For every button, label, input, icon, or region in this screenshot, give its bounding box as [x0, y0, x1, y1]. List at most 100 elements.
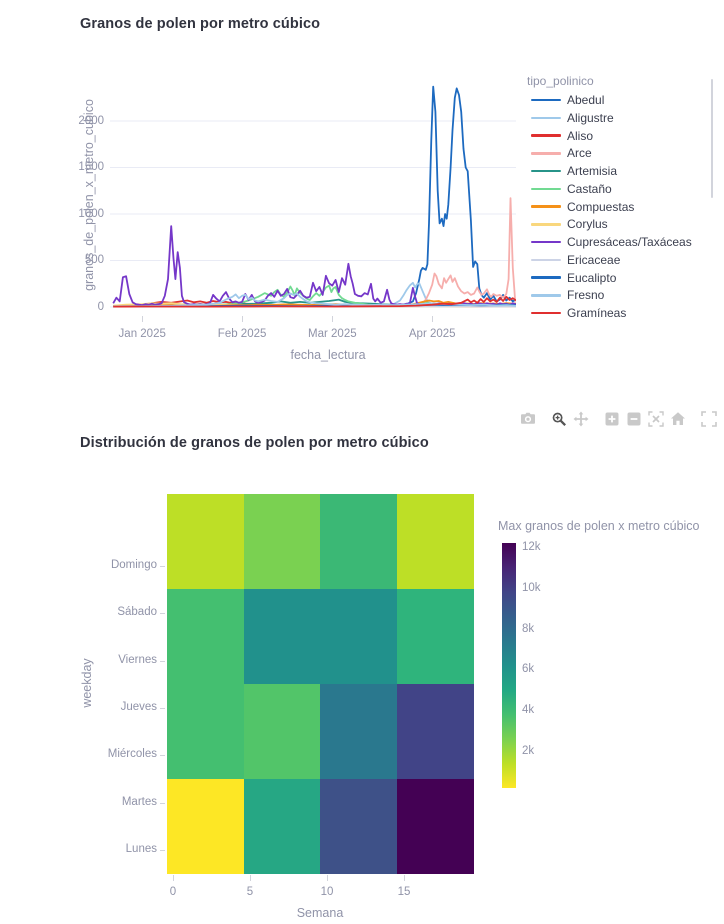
series-line-Cupresáceas/Taxáceas [112, 225, 516, 307]
chart1-x-tick-mark [332, 316, 334, 322]
chart2-x-tick-label: 0 [169, 886, 177, 898]
legend-swatch-Castaño [531, 187, 561, 190]
chart2-y-tick-mark [160, 707, 165, 709]
home-icon [671, 412, 685, 425]
legend-item-Arce[interactable]: Arce [527, 145, 592, 161]
legend-swatch-Compuestas [531, 205, 561, 208]
legend-label: Corylus [567, 217, 608, 232]
chart2-y-tick-mark [160, 755, 165, 757]
heatmap-cell-r1c2[interactable] [320, 589, 397, 684]
legend-scrollbar[interactable] [711, 79, 713, 198]
heatmap-cell-r2c0[interactable] [167, 684, 244, 779]
legend-label: Eucalipto [567, 270, 617, 285]
legend-item-Fresno[interactable]: Fresno [527, 287, 604, 303]
legend-label: Aligustre [567, 110, 614, 125]
chart2-y-tick-label: Lunes [125, 842, 157, 855]
chart2-y-tick-mark [160, 613, 165, 615]
chart2-y-tick-mark [160, 849, 165, 851]
heatmap-cell-r3c1[interactable] [243, 779, 321, 874]
legend-item-Compuestas[interactable]: Compuestas [527, 199, 634, 215]
legend-item-Castaño[interactable]: Castaño [527, 181, 612, 197]
modebar-zoom-in-button[interactable] [604, 411, 620, 427]
chart2-title: Distribución de granos de polen por metr… [80, 435, 429, 451]
heatmap-cell-r2c2[interactable] [320, 684, 397, 779]
chart2-y-axis-title: weekday [80, 658, 94, 708]
chart1-x-tick-mark [142, 316, 144, 322]
legend-item-Ericaceae[interactable]: Ericaceae [527, 252, 620, 268]
legend-label: Abedul [567, 93, 605, 107]
heatmap-cell-r1c0[interactable] [167, 589, 244, 684]
heatmap-plot-area[interactable] [167, 494, 474, 874]
legend-swatch-Corylus [531, 223, 561, 226]
autoscale-icon [648, 411, 664, 427]
legend-item-Artemisia[interactable]: Artemisia [527, 163, 617, 179]
modebar-camera-button[interactable] [520, 411, 536, 427]
legend-item-Corylus[interactable]: Corylus [527, 216, 608, 232]
legend-item-Abedul[interactable]: Abedul [527, 92, 604, 108]
legend-title: tipo_polinico [527, 74, 594, 88]
heatmap-cell-r0c3[interactable] [396, 494, 474, 589]
chart2-x-axis-title: Semana [296, 906, 344, 920]
chart1-title: Granos de polen por metro cúbico [80, 16, 321, 32]
chart2-x-tick-mark [404, 875, 405, 881]
chart2-x-tick-label: 5 [246, 886, 254, 898]
legend-label: Ericaceae [567, 252, 621, 267]
modebar-pan-button[interactable] [573, 411, 589, 427]
chart2-x-tick-label: 10 [320, 886, 334, 898]
modebar-zoom-button[interactable] [551, 411, 567, 427]
chart2-y-tick-label: Viernes [118, 653, 157, 666]
chart1-x-tick-label: Apr 2025 [408, 328, 456, 340]
legend-swatch-Abedul [531, 98, 561, 102]
legend-item-Aligustre[interactable]: Aligustre [527, 110, 614, 126]
heatmap-cell-r3c0[interactable] [167, 779, 244, 874]
legend: tipo_polinico Abedul Aligustre Aliso Arce Ar… [520, 74, 716, 324]
legend-label: Artemisia [567, 164, 618, 178]
legend-swatch-Ericaceae [531, 258, 561, 261]
heatmap-cell-r3c3[interactable] [396, 779, 474, 874]
legend-item-Gramíneas[interactable]: Gramíneas [527, 305, 626, 321]
chart1-y-tick-label: 1500 [78, 161, 104, 173]
legend-item-Aliso[interactable]: Aliso [527, 128, 593, 144]
colorbar-tick-label: 6k [522, 663, 535, 676]
series-line-Gramíneas [113, 295, 516, 308]
heatmap-cell-r1c3[interactable] [396, 589, 474, 684]
line-chart-plot-area[interactable] [110, 85, 516, 316]
modebar-home-button[interactable] [670, 411, 686, 427]
chart1-y-tick-label: 1000 [78, 207, 104, 220]
legend-item-Cupresáceas/Taxáceas[interactable]: Cupresáceas/Taxáceas [527, 234, 692, 250]
legend-label: Cupresáceas/Taxáceas [567, 235, 692, 249]
heatmap-cell-r0c1[interactable] [243, 494, 321, 589]
legend-swatch-Cupresáceas/Taxáceas [531, 240, 561, 244]
heatmap-cell-r1c1[interactable] [243, 589, 321, 684]
chart2-x-tick-label: 15 [397, 886, 411, 898]
heatmap-cell-r2c1[interactable] [243, 684, 321, 779]
heatmap-cell-r0c2[interactable] [320, 494, 397, 589]
legend-swatch-Aliso [531, 134, 561, 137]
legend-swatch-Gramíneas [531, 311, 561, 315]
colorbar-tick-label: 2k [522, 745, 535, 757]
colorbar-tick-label: 4k [522, 704, 535, 717]
colorbar-tick-label: 8k [522, 622, 535, 635]
chart1-x-tick-mark [242, 316, 244, 322]
modebar-fullscreen-button[interactable] [701, 411, 717, 427]
colorbar-gradient [502, 543, 516, 788]
chart1-y-tick-label: 0 [97, 300, 104, 313]
legend-item-Eucalipto[interactable]: Eucalipto [527, 270, 616, 286]
legend-swatch-Fresno [531, 294, 561, 297]
series-line-Abedul [113, 85, 516, 308]
modebar-autoscale-button[interactable] [648, 411, 664, 427]
legend-swatch-Artemisia [531, 169, 561, 173]
legend-swatch-Aligustre [531, 116, 561, 119]
zoom-out-icon [627, 412, 641, 426]
chart2-x-tick-mark [173, 875, 174, 881]
chart1-x-tick-label: Mar 2025 [308, 328, 357, 340]
modebar-zoom-out-button[interactable] [626, 411, 642, 427]
legend-swatch-Arce [531, 152, 561, 155]
heatmap-cell-r2c3[interactable] [396, 684, 474, 779]
heatmap-cell-r3c2[interactable] [320, 779, 397, 874]
heatmap-cell-r0c0[interactable] [167, 494, 244, 589]
chart2-y-tick-label: Jueves [120, 700, 157, 713]
chart2-y-tick-mark [160, 802, 165, 804]
chart2-y-tick-label: Sábado [117, 606, 157, 619]
